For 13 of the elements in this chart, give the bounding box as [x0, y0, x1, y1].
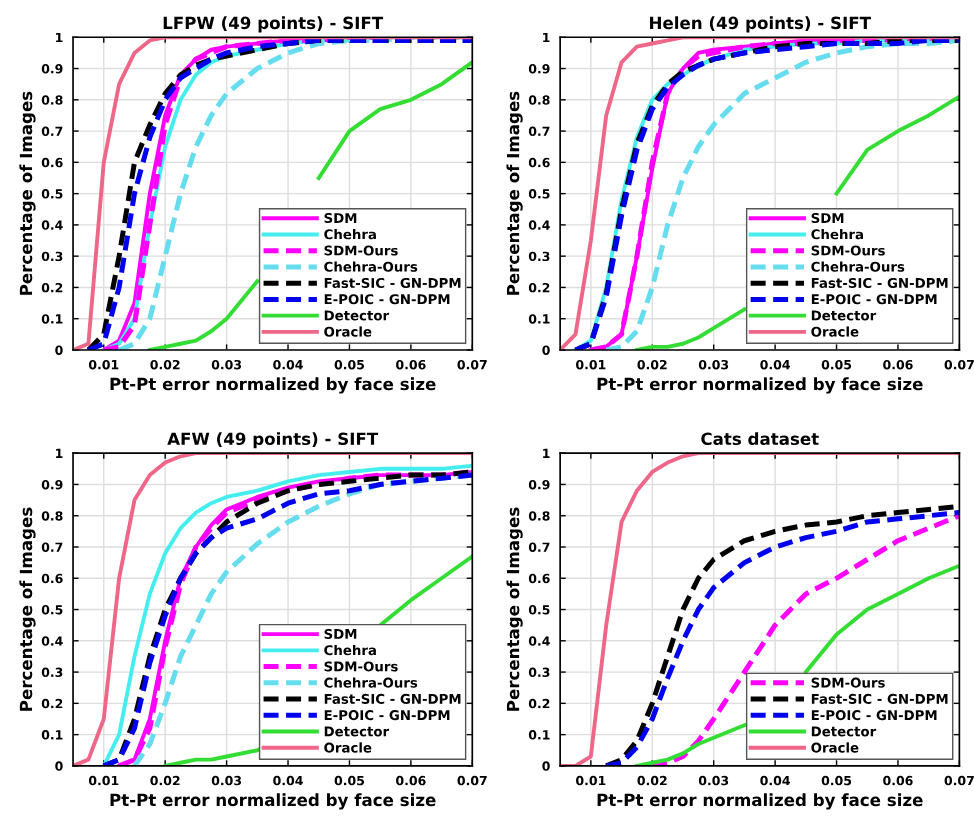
chart-title: AFW (49 points) - SIFT [167, 432, 379, 449]
y-axis-title: Percentage of Images [506, 507, 523, 711]
line-series [560, 453, 960, 766]
chart-title: Cats dataset [701, 432, 819, 446]
y-axis-title: Percentage of Images [506, 91, 523, 295]
chart-title: LFPW (49 points) - SIFT [163, 16, 384, 33]
chart-title: Helen (49 points) - SIFT [650, 16, 871, 33]
y-axis-title: Percentage of Images [19, 91, 36, 295]
y-axis-title: Percentage of Images [19, 507, 36, 711]
x-axis-title: Pt-Pt error normalized by face size [110, 377, 436, 394]
x-axis-title: Pt-Pt error normalized by face size [597, 377, 923, 394]
x-axis-title: Pt-Pt error normalized by face size [597, 793, 923, 810]
x-axis-title: Pt-Pt error normalized by face size [110, 793, 436, 810]
